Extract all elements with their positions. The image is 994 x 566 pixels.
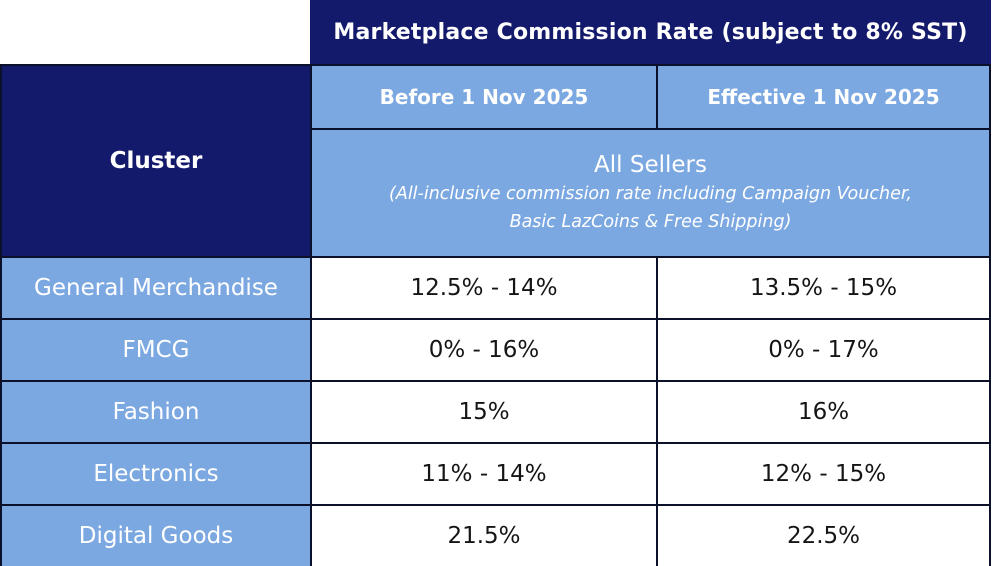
value-text: 15% [458, 399, 510, 425]
value-text: 0% - 17% [768, 337, 879, 363]
all-sellers-cell: All Sellers (All-inclusive commission ra… [310, 128, 991, 256]
value-general-merchandise-before: 12.5% - 14% [310, 256, 656, 318]
cluster-header-cell: Cluster [0, 64, 310, 256]
value-text: 21.5% [447, 523, 521, 549]
value-text: 11% - 14% [421, 461, 547, 487]
value-text: 13.5% - 15% [749, 275, 898, 301]
column-header-before-label: Before 1 Nov 2025 [379, 85, 589, 109]
value-digital-goods-effective: 22.5% [656, 504, 991, 566]
all-sellers-title: All Sellers [594, 152, 707, 179]
value-fmcg-effective: 0% - 17% [656, 318, 991, 380]
cluster-header-label: Cluster [109, 148, 203, 174]
row-label-digital-goods: Digital Goods [0, 504, 310, 566]
value-electronics-before: 11% - 14% [310, 442, 656, 504]
row-label-text: General Merchandise [34, 275, 278, 301]
value-text: 0% - 16% [428, 337, 540, 363]
value-fashion-effective: 16% [656, 380, 991, 442]
corner-spacer [0, 0, 310, 64]
row-label-fmcg: FMCG [0, 318, 310, 380]
row-label-text: FMCG [122, 337, 190, 363]
all-sellers-subtitle-line2: Basic LazCoins & Free Shipping) [509, 211, 792, 232]
row-label-text: Digital Goods [78, 523, 234, 549]
row-label-general-merchandise: General Merchandise [0, 256, 310, 318]
value-text: 22.5% [786, 523, 861, 549]
column-header-before: Before 1 Nov 2025 [310, 64, 656, 128]
value-electronics-effective: 12% - 15% [656, 442, 991, 504]
value-text: 12.5% - 14% [410, 275, 558, 301]
row-label-text: Electronics [93, 461, 219, 487]
row-label-fashion: Fashion [0, 380, 310, 442]
banner-title: Marketplace Commission Rate (subject to … [333, 19, 968, 45]
value-text: 16% [797, 399, 850, 425]
value-text: 12% - 15% [760, 461, 887, 487]
all-sellers-subtitle-line1: (All-inclusive commission rate including… [389, 184, 912, 205]
value-fashion-before: 15% [310, 380, 656, 442]
row-label-electronics: Electronics [0, 442, 310, 504]
value-general-merchandise-effective: 13.5% - 15% [656, 256, 991, 318]
row-label-text: Fashion [112, 399, 200, 425]
banner-cell: Marketplace Commission Rate (subject to … [310, 0, 991, 64]
column-header-effective: Effective 1 Nov 2025 [656, 64, 991, 128]
column-header-effective-label: Effective 1 Nov 2025 [707, 85, 940, 109]
value-fmcg-before: 0% - 16% [310, 318, 656, 380]
value-digital-goods-before: 21.5% [310, 504, 656, 566]
